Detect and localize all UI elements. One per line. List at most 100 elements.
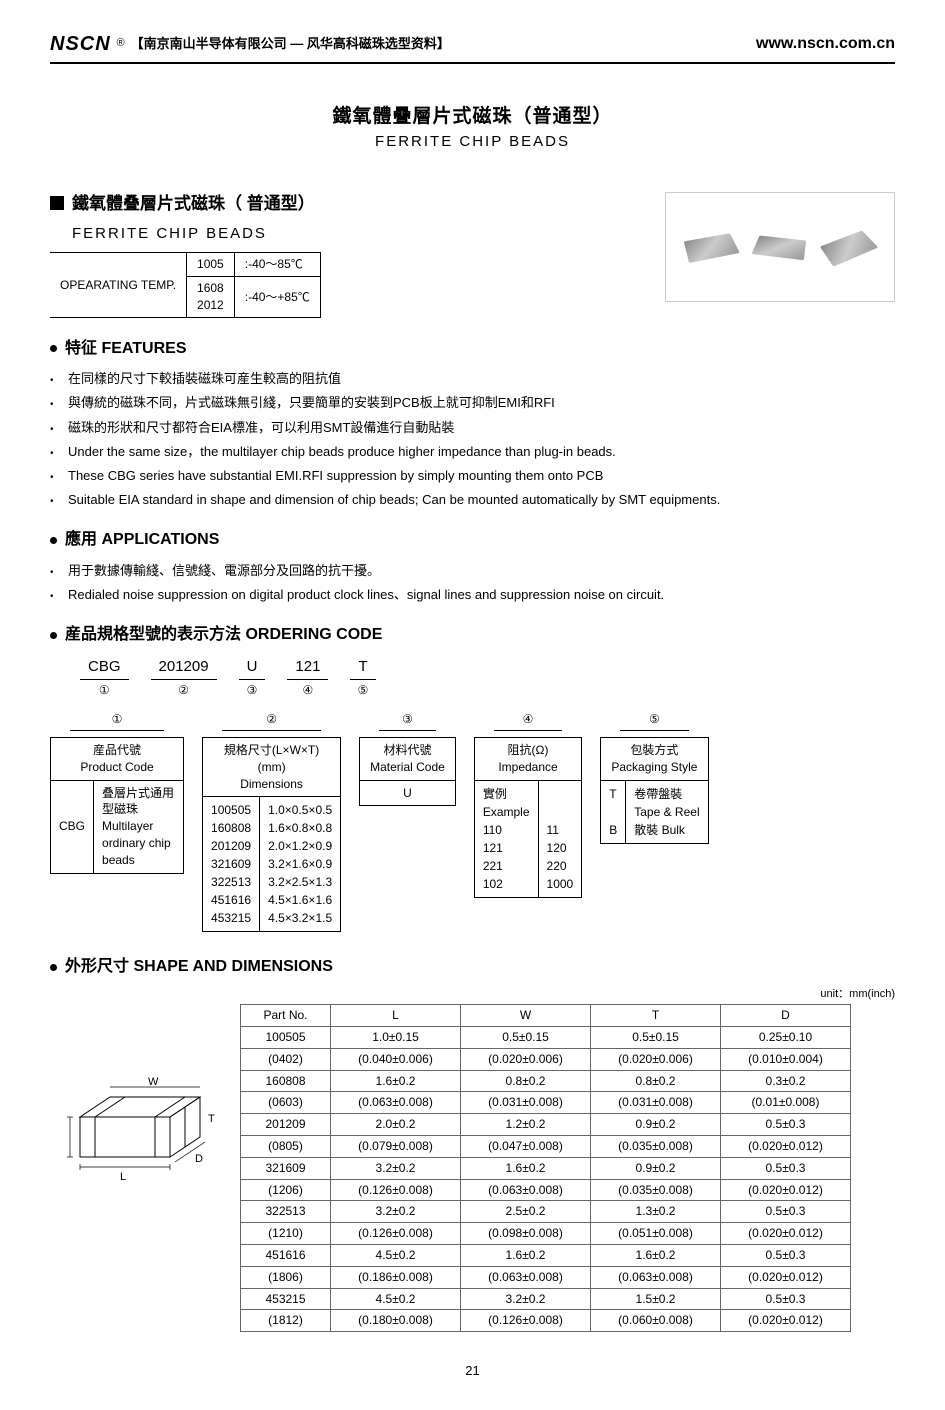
table-cell: 0.9±0.2 (591, 1114, 721, 1136)
ordering-cn: 産品規格型號的表示方法 (65, 626, 241, 643)
table-row: (1206)(0.126±0.008)(0.063±0.008)(0.035±0… (241, 1179, 851, 1201)
table-cell: 453215 (241, 1288, 331, 1310)
feature-item: 磁珠的形狀和尺寸都符合EIA標准，可以利用SMT設備進行自動貼裝 (50, 419, 895, 437)
table-header: L (331, 1005, 461, 1027)
bullet-icon (50, 964, 57, 971)
table-cell: 3.2±0.2 (331, 1157, 461, 1179)
svg-text:W: W (148, 1076, 159, 1088)
table-cell: 0.8±0.2 (591, 1070, 721, 1092)
shape-heading: 外形尺寸 SHAPE AND DIMENSIONS (50, 956, 895, 978)
table-cell: 3.2±0.2 (331, 1201, 461, 1223)
table-cell: 321609 (241, 1157, 331, 1179)
table-cell: (0.020±0.012) (721, 1179, 851, 1201)
ordering-block-4: ④ 阻抗(Ω) Impedance 實例 Example 110 121 221… (474, 711, 582, 897)
table-row: 4516164.5±0.21.6±0.21.6±0.20.5±0.3 (241, 1244, 851, 1266)
shape-section: L W T D unit：mm(inch) Part No.LWTD 10050… (50, 987, 895, 1332)
table-cell: 0.5±0.15 (461, 1027, 591, 1049)
feature-item: 在同樣的尺寸下較插裝磁珠可産生較高的阻抗值 (50, 370, 895, 388)
table-cell: 1.2±0.2 (461, 1114, 591, 1136)
table-cell: (0.031±0.008) (461, 1092, 591, 1114)
table-cell: (0.020±0.012) (721, 1136, 851, 1158)
table-cell: (0.126±0.008) (461, 1310, 591, 1332)
table-cell: 201209 (241, 1114, 331, 1136)
ordering-en: ORDERING CODE (245, 626, 382, 643)
temp-size-0: 1005 (187, 253, 235, 277)
table-cell: (0.020±0.012) (721, 1310, 851, 1332)
table-cell: 0.5±0.3 (721, 1201, 851, 1223)
table-cell: (0.063±0.008) (591, 1266, 721, 1288)
applications-list: 用于數據傳輸綫、信號綫、電源部分及回路的抗干擾。 Redialed noise … (50, 562, 895, 604)
temp-range-0: :-40～85℃ (234, 253, 320, 277)
table-cell: 0.5±0.3 (721, 1114, 851, 1136)
table-cell: 0.5±0.3 (721, 1288, 851, 1310)
table-cell: (1806) (241, 1266, 331, 1288)
company-name: 【南京南山半导体有限公司 — 风华高科磁珠选型资料】 (131, 35, 450, 53)
square-icon (50, 196, 64, 210)
page-header: NSCN ® 【南京南山半导体有限公司 — 风华高科磁珠选型资料】 www.ns… (50, 30, 895, 64)
table-cell: (0.180±0.008) (331, 1310, 461, 1332)
table-cell: (0.047±0.008) (461, 1136, 591, 1158)
shape-en: SHAPE AND DIMENSIONS (133, 958, 332, 975)
ordering-block-1: ① 産品代號 Product Code CBG 叠層片式通用型磁珠 Multil… (50, 711, 184, 873)
cuboid-icon: L W T D (50, 1067, 220, 1197)
apps-en: APPLICATIONS (101, 531, 219, 548)
table-cell: 0.8±0.2 (461, 1070, 591, 1092)
table-row: 4532154.5±0.23.2±0.21.5±0.20.5±0.3 (241, 1288, 851, 1310)
code-part: 201209② (151, 656, 217, 699)
table-row: 1608081.6±0.20.8±0.20.8±0.20.3±0.2 (241, 1070, 851, 1092)
temperature-table: OPEARATING TEMP. 1005 :-40～85℃ 1608 2012… (50, 252, 321, 317)
section-title-cn: 鐵氧體叠層片式磁珠（ 普通型） (72, 192, 315, 216)
table-cell: (0.186±0.008) (331, 1266, 461, 1288)
intro-left: 鐵氧體叠層片式磁珠（ 普通型） FERRITE CHIP BEADS OPEAR… (50, 192, 321, 318)
code-part: 121④ (287, 656, 328, 699)
table-cell: 4.5±0.2 (331, 1244, 461, 1266)
website-url: www.nscn.com.cn (756, 33, 895, 55)
table-cell: 160808 (241, 1070, 331, 1092)
table-cell: (0.020±0.006) (591, 1048, 721, 1070)
shape-cn: 外形尺寸 (65, 958, 129, 975)
code-part: T⑤ (350, 656, 375, 699)
logo-registered: ® (117, 36, 125, 51)
bullet-icon (50, 632, 57, 639)
table-row: (0603)(0.063±0.008)(0.031±0.008)(0.031±0… (241, 1092, 851, 1114)
features-cn: 特征 (65, 340, 97, 357)
chip-icon (820, 230, 878, 266)
chip-icon (752, 235, 807, 260)
svg-text:D: D (195, 1153, 203, 1165)
doc-title-cn: 鐵氧體疊層片式磁珠（普通型） (50, 104, 895, 131)
table-cell: 2.0±0.2 (331, 1114, 461, 1136)
code-part: U③ (239, 656, 266, 699)
table-cell: 3.2±0.2 (461, 1288, 591, 1310)
table-cell: (0.010±0.004) (721, 1048, 851, 1070)
table-cell: (1210) (241, 1223, 331, 1245)
temp-range-1: :-40～+85℃ (234, 277, 320, 318)
logo-text: NSCN (50, 30, 111, 58)
table-cell: 0.9±0.2 (591, 1157, 721, 1179)
table-cell: (1206) (241, 1179, 331, 1201)
table-cell: 0.25±0.10 (721, 1027, 851, 1049)
table-cell: (0.035±0.008) (591, 1179, 721, 1201)
shape-diagram: L W T D (50, 1067, 220, 1202)
table-cell: 1.6±0.2 (461, 1244, 591, 1266)
ordering-code-example: CBG① 201209② U③ 121④ T⑤ (80, 656, 895, 699)
table-cell: (0.126±0.008) (331, 1179, 461, 1201)
table-cell: (0.063±0.008) (461, 1179, 591, 1201)
table-cell: 0.5±0.15 (591, 1027, 721, 1049)
page-number: 21 (50, 1362, 895, 1380)
dims-unit: unit：mm(inch) (240, 987, 895, 1002)
table-cell: 1.3±0.2 (591, 1201, 721, 1223)
table-cell: (0.079±0.008) (331, 1136, 461, 1158)
table-cell: (0805) (241, 1136, 331, 1158)
table-header: D (721, 1005, 851, 1027)
temp-label: OPEARATING TEMP. (50, 253, 187, 317)
doc-title-en: FERRITE CHIP BEADS (50, 131, 895, 152)
table-cell: 2.5±0.2 (461, 1201, 591, 1223)
table-cell: (1812) (241, 1310, 331, 1332)
table-row: 3225133.2±0.22.5±0.21.3±0.20.5±0.3 (241, 1201, 851, 1223)
table-row: (1806)(0.186±0.008)(0.063±0.008)(0.063±0… (241, 1266, 851, 1288)
table-row: 1005051.0±0.150.5±0.150.5±0.150.25±0.10 (241, 1027, 851, 1049)
feature-item: Suitable EIA standard in shape and dimen… (50, 491, 895, 509)
table-row: (1210)(0.126±0.008)(0.098±0.008)(0.051±0… (241, 1223, 851, 1245)
table-cell: (0402) (241, 1048, 331, 1070)
ordering-block-2: ② 規格尺寸(L×W×T) (mm) Dimensions 100505 160… (202, 711, 341, 932)
